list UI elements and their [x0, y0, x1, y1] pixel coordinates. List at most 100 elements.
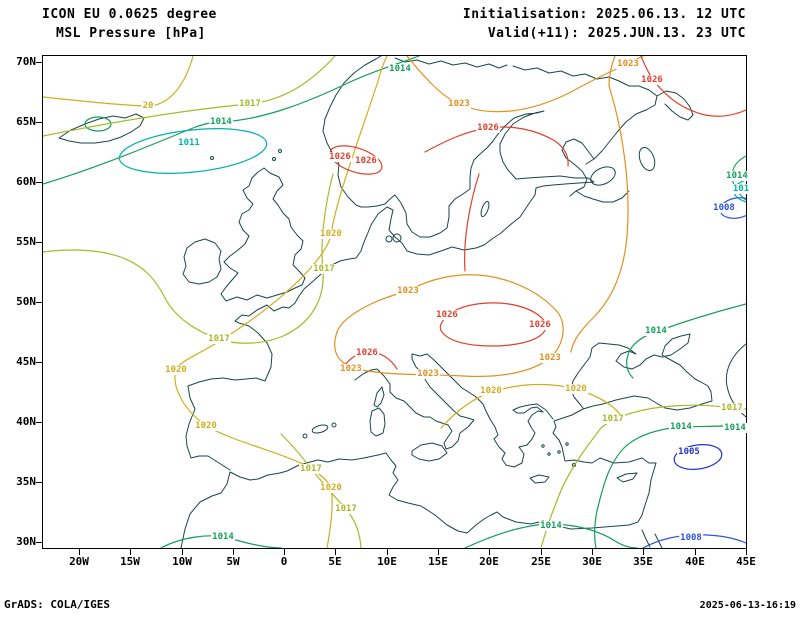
map-plot-area: 1014 1017 20 1014 1011 1023 1026 1023 1026 1026 10…	[42, 55, 751, 549]
lon-label: 15W	[120, 555, 140, 568]
coastlines	[58, 56, 746, 548]
lat-label: 40N	[16, 415, 36, 428]
contour-label-1023: 1023	[538, 353, 562, 363]
contour-label-1026: 1026	[355, 348, 379, 358]
lon-tick	[592, 549, 593, 555]
lon-label: 35E	[633, 555, 653, 568]
lon-tick	[746, 549, 747, 555]
lon-label: 5W	[226, 555, 240, 568]
contour-label-1026: 1026	[640, 75, 664, 85]
coast-kola	[512, 65, 658, 165]
lat-tick	[36, 422, 42, 423]
contour-label-1026: 1026	[528, 320, 552, 330]
lake-ladoga	[590, 166, 616, 186]
grads-credit: GrADS: COLA/IGES	[4, 598, 110, 611]
lon-label: 15E	[428, 555, 448, 568]
lon-label: 5E	[328, 555, 342, 568]
isobar-1023-central	[334, 274, 564, 377]
isobar-1014-e1	[731, 155, 746, 201]
lat-label: 60N	[16, 175, 36, 188]
isobar-1011-e	[732, 179, 746, 203]
contour-label-1014: 1014	[539, 521, 563, 531]
isobar-1011-low	[118, 128, 268, 174]
europe-map-svg	[43, 56, 746, 548]
lon-tick	[387, 549, 388, 555]
lat-tick	[36, 542, 42, 543]
lat-tick	[36, 302, 42, 303]
init-time: Initialisation: 2025.06.13. 12 UTC	[462, 7, 746, 22]
lon-tick	[438, 549, 439, 555]
lat-label: 55N	[16, 235, 36, 248]
contour-label-1014: 1014	[723, 423, 747, 433]
island-shetland	[278, 149, 282, 153]
isobar-1014-e2	[594, 423, 746, 548]
isobar-1020-central	[440, 383, 624, 429]
lon-tick	[489, 549, 490, 555]
coast-dvina	[575, 190, 630, 203]
lon-label: 45E	[736, 555, 756, 568]
contour-label-1020: 1020	[319, 483, 343, 493]
island-aegean-4	[565, 442, 569, 446]
isobar-1020-long	[174, 56, 388, 548]
isobar-1017-nw	[43, 56, 336, 137]
isobar-1026-sweden	[424, 126, 569, 167]
lon-label: 20W	[69, 555, 89, 568]
contour-label-1023: 1023	[616, 59, 640, 69]
lat-tick	[36, 242, 42, 243]
contour-label-1020: 20	[141, 101, 155, 111]
island-faroe	[210, 156, 214, 160]
island-gotland	[480, 200, 490, 218]
isobar-1026-norway	[329, 145, 383, 175]
coast-finnmark	[394, 57, 508, 69]
contour-label-1023: 1023	[339, 364, 363, 374]
island-minorca	[331, 422, 337, 428]
lat-tick	[36, 122, 42, 123]
lon-tick	[79, 549, 80, 555]
lat-label: 30N	[16, 535, 36, 548]
contour-label-1026: 1026	[328, 152, 352, 162]
contour-label-1014: 1014	[669, 422, 693, 432]
lat-tick	[36, 482, 42, 483]
lon-label: 0	[280, 555, 288, 568]
contour-label-1014: 1014	[388, 64, 412, 74]
contour-label-1008: 1008	[679, 533, 703, 543]
lon-tick	[695, 549, 696, 555]
island-fyn	[385, 235, 393, 243]
contour-label-1023: 1023	[416, 369, 440, 379]
isobar-1026-central	[439, 302, 547, 347]
island-zealand	[392, 233, 402, 243]
contour-label-1020: 1020	[319, 229, 343, 239]
contour-label-1005: 1005	[677, 447, 701, 457]
coast-white-sea-west	[561, 138, 595, 197]
island-orkney	[272, 157, 276, 161]
isobar-1005-low	[673, 444, 723, 470]
contour-label-1014: 1014	[644, 326, 668, 336]
contour-label-1017: 1017	[299, 464, 323, 474]
contour-label-1014: 1014	[211, 532, 235, 542]
contour-label-1020: 1020	[564, 384, 588, 394]
lat-tick	[36, 362, 42, 363]
contour-label-1020: 1020	[194, 421, 218, 431]
contour-label-layer: 1014 1017 20 1014 1011 1023 1026 1023 1026 1026 10…	[43, 56, 751, 548]
lon-label: 20E	[479, 555, 499, 568]
render-timestamp: 2025-06-13-16:19	[699, 600, 796, 611]
contour-label-1014: 1014	[209, 117, 233, 127]
island-aegean-2	[547, 452, 551, 456]
island-crete	[529, 474, 550, 484]
island-cyprus	[616, 472, 638, 483]
isobar-1014-cell	[84, 116, 112, 132]
contour-label-1017: 1017	[312, 264, 336, 274]
island-ibiza	[302, 433, 308, 439]
lon-tick	[643, 549, 644, 555]
isobar-1008-se	[642, 534, 746, 548]
coast-ireland	[182, 238, 222, 285]
isobar-1014-e3	[626, 303, 746, 379]
contour-label-1017: 1017	[238, 99, 262, 109]
contour-label-1020: 1020	[479, 386, 503, 396]
coast-suez	[641, 529, 663, 548]
lon-label: 10E	[377, 555, 397, 568]
isobars	[43, 56, 746, 548]
lon-tick	[284, 549, 285, 555]
lon-tick	[541, 549, 542, 555]
